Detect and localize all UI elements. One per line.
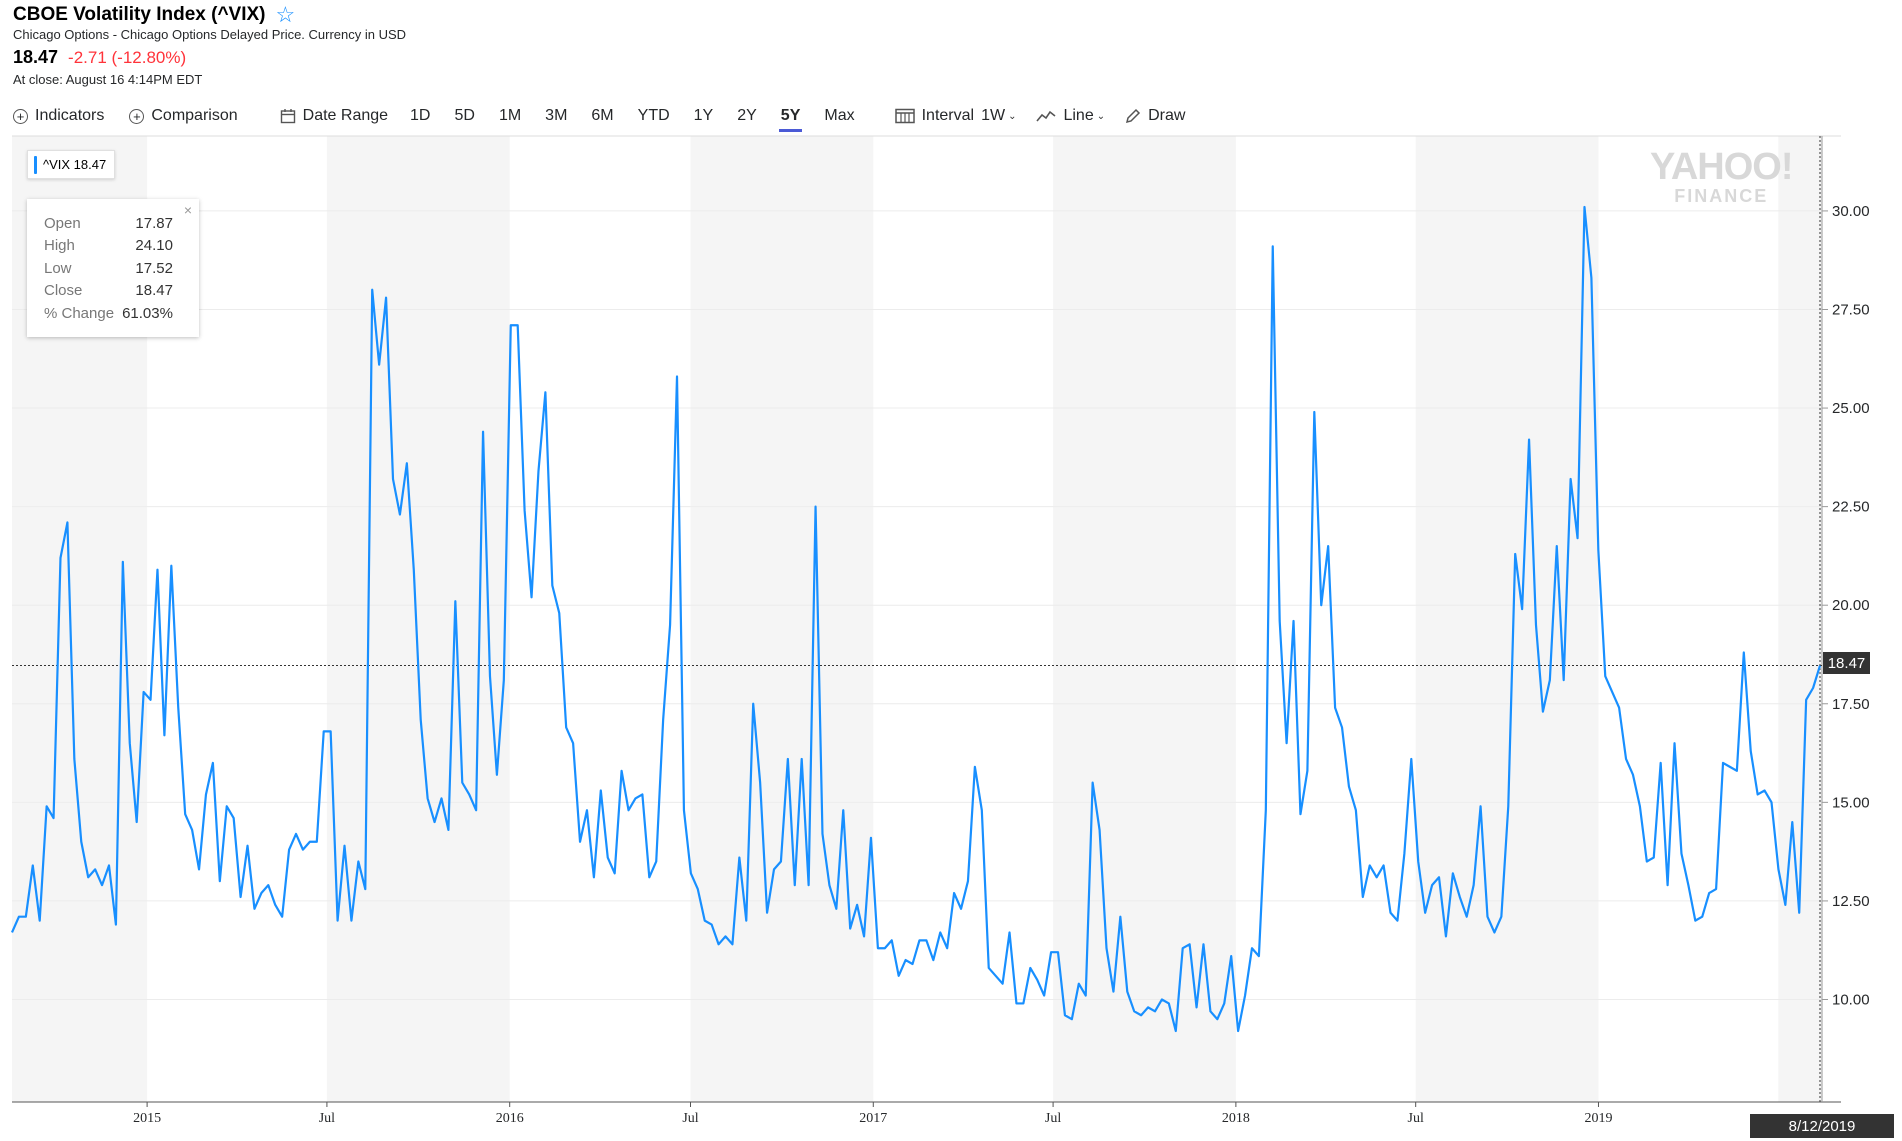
interval-icon — [894, 108, 915, 124]
x-tick-label: Jul — [1408, 1111, 1424, 1126]
y-tick-label: 10.00 — [1832, 991, 1870, 1008]
close-time: At close: August 16 4:14PM EDT — [13, 72, 203, 87]
draw-button[interactable]: Draw — [1125, 107, 1185, 125]
plus-circle-icon: + — [129, 108, 145, 124]
date-range-button[interactable]: Date Range — [280, 107, 388, 125]
tooltip-label: Open — [44, 214, 81, 232]
x-tick-label: Jul — [682, 1111, 698, 1126]
tooltip-label: Low — [44, 259, 72, 277]
tooltip-value: 17.87 — [135, 214, 173, 232]
date-range-label: Date Range — [302, 107, 389, 124]
x-tick-label: 2015 — [133, 1111, 161, 1126]
range-6m[interactable]: 6M — [591, 107, 614, 124]
tooltip-label: % Change — [44, 304, 115, 322]
y-tick-label: 25.00 — [1832, 400, 1870, 417]
period-band — [690, 136, 874, 1102]
line-chart-icon — [1036, 110, 1056, 122]
y-tick-label: 15.00 — [1832, 794, 1870, 811]
vix-line-chart[interactable]: 2015 Jul 2016 Jul 2017 Jul 2018 Jul 2019 10.00 12… — [0, 135, 1902, 1141]
legend-label: ^VIX 18.47 — [43, 157, 107, 172]
tooltip-label: Close — [44, 282, 83, 300]
interval-value: 1W — [981, 107, 1006, 124]
range-1m[interactable]: 1M — [498, 107, 522, 124]
x-tick-label: Jul — [1045, 1111, 1061, 1126]
x-tick-label: 2017 — [859, 1111, 887, 1126]
chevron-down-icon: ⌄ — [1096, 110, 1106, 122]
plus-circle-icon: + — [13, 108, 28, 124]
comparison-button[interactable]: + Comparison — [129, 107, 238, 125]
grid-lines — [12, 210, 1822, 1000]
x-tick-label: 2016 — [496, 1111, 524, 1126]
series-legend[interactable]: ^VIX 18.47 — [27, 150, 116, 179]
cursor-date-tag: 8/12/2019 — [1750, 1114, 1894, 1138]
chart-toolbar: + Indicators + Comparison Date Range 1D … — [13, 103, 1185, 132]
x-tick-label: Jul — [319, 1111, 335, 1126]
period-band — [1415, 136, 1599, 1102]
range-1y[interactable]: 1Y — [693, 107, 714, 124]
period-band — [326, 136, 510, 1102]
tooltip-row-close: Close 18.47 — [44, 280, 173, 303]
range-2y[interactable]: 2Y — [737, 107, 757, 124]
y-tick-label: 27.50 — [1832, 301, 1870, 318]
range-3m[interactable]: 3M — [545, 107, 568, 124]
watermark-line2: FINANCE — [1674, 186, 1769, 206]
calendar-icon — [280, 109, 295, 124]
price-change: -2.71 (-12.80%) — [68, 48, 187, 67]
x-axis-ticks: 2015 Jul 2016 Jul 2017 Jul 2018 Jul 2019 — [133, 1102, 1612, 1126]
range-ytd[interactable]: YTD — [637, 107, 670, 124]
tooltip-value: 17.52 — [135, 259, 173, 277]
period-band — [1053, 136, 1236, 1102]
tooltip-row-low: Low 17.52 — [44, 257, 173, 280]
tooltip-row-open: Open 17.87 — [44, 212, 173, 235]
tooltip-row-high: High 24.10 — [44, 235, 173, 258]
ohlc-tooltip: × Open 17.87 High 24.10 Low 17.52 Close 18.4… — [27, 199, 199, 337]
period-band — [1778, 136, 1822, 1102]
page-title: CBOE Volatility Index (^VIX) — [13, 4, 266, 25]
tooltip-value: 18.47 — [135, 282, 173, 300]
tooltip-value: 61.03% — [122, 304, 173, 322]
range-5d[interactable]: 5D — [454, 107, 475, 124]
tooltip-label: High — [44, 237, 75, 255]
watermark-line1: YAHOO! — [1650, 146, 1794, 188]
chart-type-label: Line — [1063, 107, 1094, 124]
current-price-tag: 18.47 — [1823, 652, 1870, 674]
y-tick-label: 22.50 — [1832, 499, 1870, 516]
range-5y[interactable]: 5Y — [778, 107, 802, 132]
x-tick-label: 2019 — [1584, 1111, 1612, 1126]
series-line-vix — [10, 205, 1822, 1033]
indicators-label: Indicators — [35, 107, 105, 124]
tooltip-row-pct-change: % Change 61.03% — [44, 302, 173, 325]
interval-label: Interval — [921, 107, 975, 124]
y-tick-label: 12.50 — [1832, 893, 1870, 910]
chevron-down-icon: ⌄ — [1008, 110, 1017, 122]
legend-color-swatch — [34, 155, 37, 174]
pencil-icon — [1126, 108, 1141, 124]
yahoo-finance-watermark: YAHOO! FINANCE — [1650, 146, 1794, 206]
y-tick-label: 20.00 — [1832, 597, 1870, 614]
draw-label: Draw — [1148, 107, 1186, 124]
interval-dropdown[interactable]: Interval 1W ⌄ — [894, 107, 1017, 125]
range-max[interactable]: Max — [824, 107, 855, 124]
quote-subtitle: Chicago Options - Chicago Options Delaye… — [13, 27, 407, 42]
tooltip-value: 24.10 — [135, 237, 173, 255]
x-tick-label: 2018 — [1222, 1111, 1250, 1126]
y-tick-label: 17.50 — [1832, 696, 1870, 713]
y-axis-ticks: 10.00 12.50 15.00 17.50 20.00 22.50 25.00 27.50… — [1822, 203, 1870, 1008]
comparison-label: Comparison — [151, 107, 238, 124]
year-bands — [12, 136, 1822, 1102]
close-icon[interactable]: × — [183, 202, 192, 218]
current-price: 18.47 — [13, 47, 59, 67]
y-tick-label: 30.00 — [1832, 203, 1870, 220]
indicators-button[interactable]: + Indicators — [13, 107, 104, 125]
quote-header: CBOE Volatility Index (^VIX) ☆ Chicago O… — [13, 2, 407, 88]
range-1d[interactable]: 1D — [410, 107, 431, 124]
chart-type-dropdown[interactable]: Line ⌄ — [1036, 107, 1105, 125]
star-icon[interactable]: ☆ — [275, 2, 296, 27]
